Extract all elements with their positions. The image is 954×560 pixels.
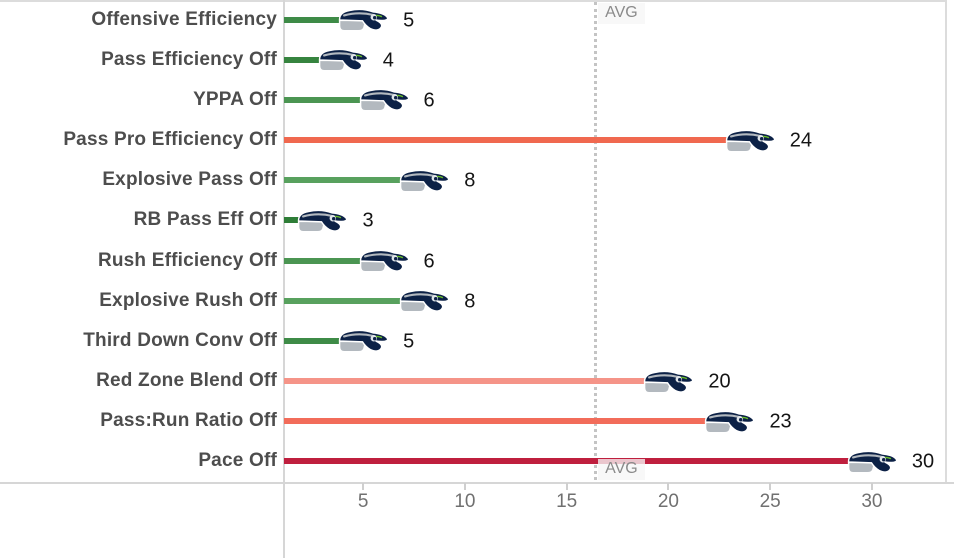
value-label: 24 xyxy=(789,129,813,152)
value-label: 30 xyxy=(911,450,935,473)
value-label: 4 xyxy=(382,49,394,72)
seahawks-logo-icon[interactable] xyxy=(702,408,756,435)
category-label: YPPA Off xyxy=(193,88,277,110)
category-label: Red Zone Blend Off xyxy=(96,370,277,392)
value-label: 8 xyxy=(464,290,476,313)
seahawks-logo-icon[interactable] xyxy=(336,327,390,354)
x-tick xyxy=(362,483,365,490)
rank-bar[interactable] xyxy=(284,297,425,304)
rank-bar[interactable] xyxy=(284,177,425,184)
category-label: Explosive Pass Off xyxy=(102,169,277,191)
rank-bar[interactable] xyxy=(284,16,364,23)
x-tick-label: 10 xyxy=(454,491,476,512)
x-tick xyxy=(463,483,466,490)
value-label: 6 xyxy=(423,250,435,273)
rank-bar[interactable] xyxy=(284,337,364,344)
category-label: Pass Pro Efficiency Off xyxy=(63,129,277,150)
value-label: 5 xyxy=(403,330,415,353)
category-label: Pace Off xyxy=(198,450,277,472)
x-axis-line xyxy=(0,482,954,484)
x-tick-label: 15 xyxy=(556,491,578,512)
category-label: Pass:Run Ratio Off xyxy=(100,410,277,432)
seahawks-logo-icon[interactable] xyxy=(845,448,899,475)
avg-reference-line xyxy=(593,2,597,480)
seahawks-logo-icon[interactable] xyxy=(316,46,370,73)
seahawks-logo-icon[interactable] xyxy=(336,6,390,33)
value-label: 3 xyxy=(362,209,374,232)
value-label: 20 xyxy=(708,370,731,393)
value-label: 23 xyxy=(769,410,792,433)
rank-bar[interactable] xyxy=(284,418,730,425)
seahawks-logo-icon[interactable] xyxy=(357,247,411,274)
y-axis-line xyxy=(283,0,285,558)
x-tick xyxy=(565,483,568,490)
avg-label-top: AVG xyxy=(598,3,645,24)
seahawks-logo-icon[interactable] xyxy=(397,287,451,314)
rank-bar[interactable] xyxy=(284,137,750,143)
rank-bar[interactable] xyxy=(284,96,384,103)
category-label: RB Pass Eff Off xyxy=(133,209,277,231)
seahawks-logo-icon[interactable] xyxy=(357,86,411,113)
x-tick xyxy=(667,483,670,490)
category-label: Offensive Efficiency xyxy=(91,8,277,30)
value-label: 5 xyxy=(403,9,415,31)
rank-bar[interactable] xyxy=(284,56,343,63)
seahawks-logo-icon[interactable] xyxy=(397,167,451,194)
seahawks-logo-icon[interactable] xyxy=(295,207,349,234)
x-tick-label: 5 xyxy=(357,491,369,512)
rank-bar[interactable] xyxy=(284,458,872,465)
plot-right-border xyxy=(945,0,947,483)
value-label: 8 xyxy=(464,169,476,192)
seahawks-logo-icon[interactable] xyxy=(641,368,695,395)
rank-bar[interactable] xyxy=(284,378,669,385)
x-tick xyxy=(769,483,772,490)
x-tick xyxy=(870,483,873,490)
value-label: 6 xyxy=(423,89,435,112)
seahawks-logo-icon[interactable] xyxy=(723,127,777,154)
category-label: Third Down Conv Off xyxy=(83,329,277,351)
x-tick-label: 25 xyxy=(759,491,781,512)
avg-label-bottom: AVG xyxy=(598,459,645,480)
category-label: Explosive Rush Off xyxy=(99,289,277,311)
x-tick-label: 20 xyxy=(657,491,679,512)
category-label: Pass Efficiency Off xyxy=(101,48,277,70)
plot-top-border xyxy=(0,0,947,2)
category-label: Rush Efficiency Off xyxy=(97,249,277,271)
rank-bar[interactable] xyxy=(284,257,384,264)
x-tick-label: 30 xyxy=(861,491,883,512)
